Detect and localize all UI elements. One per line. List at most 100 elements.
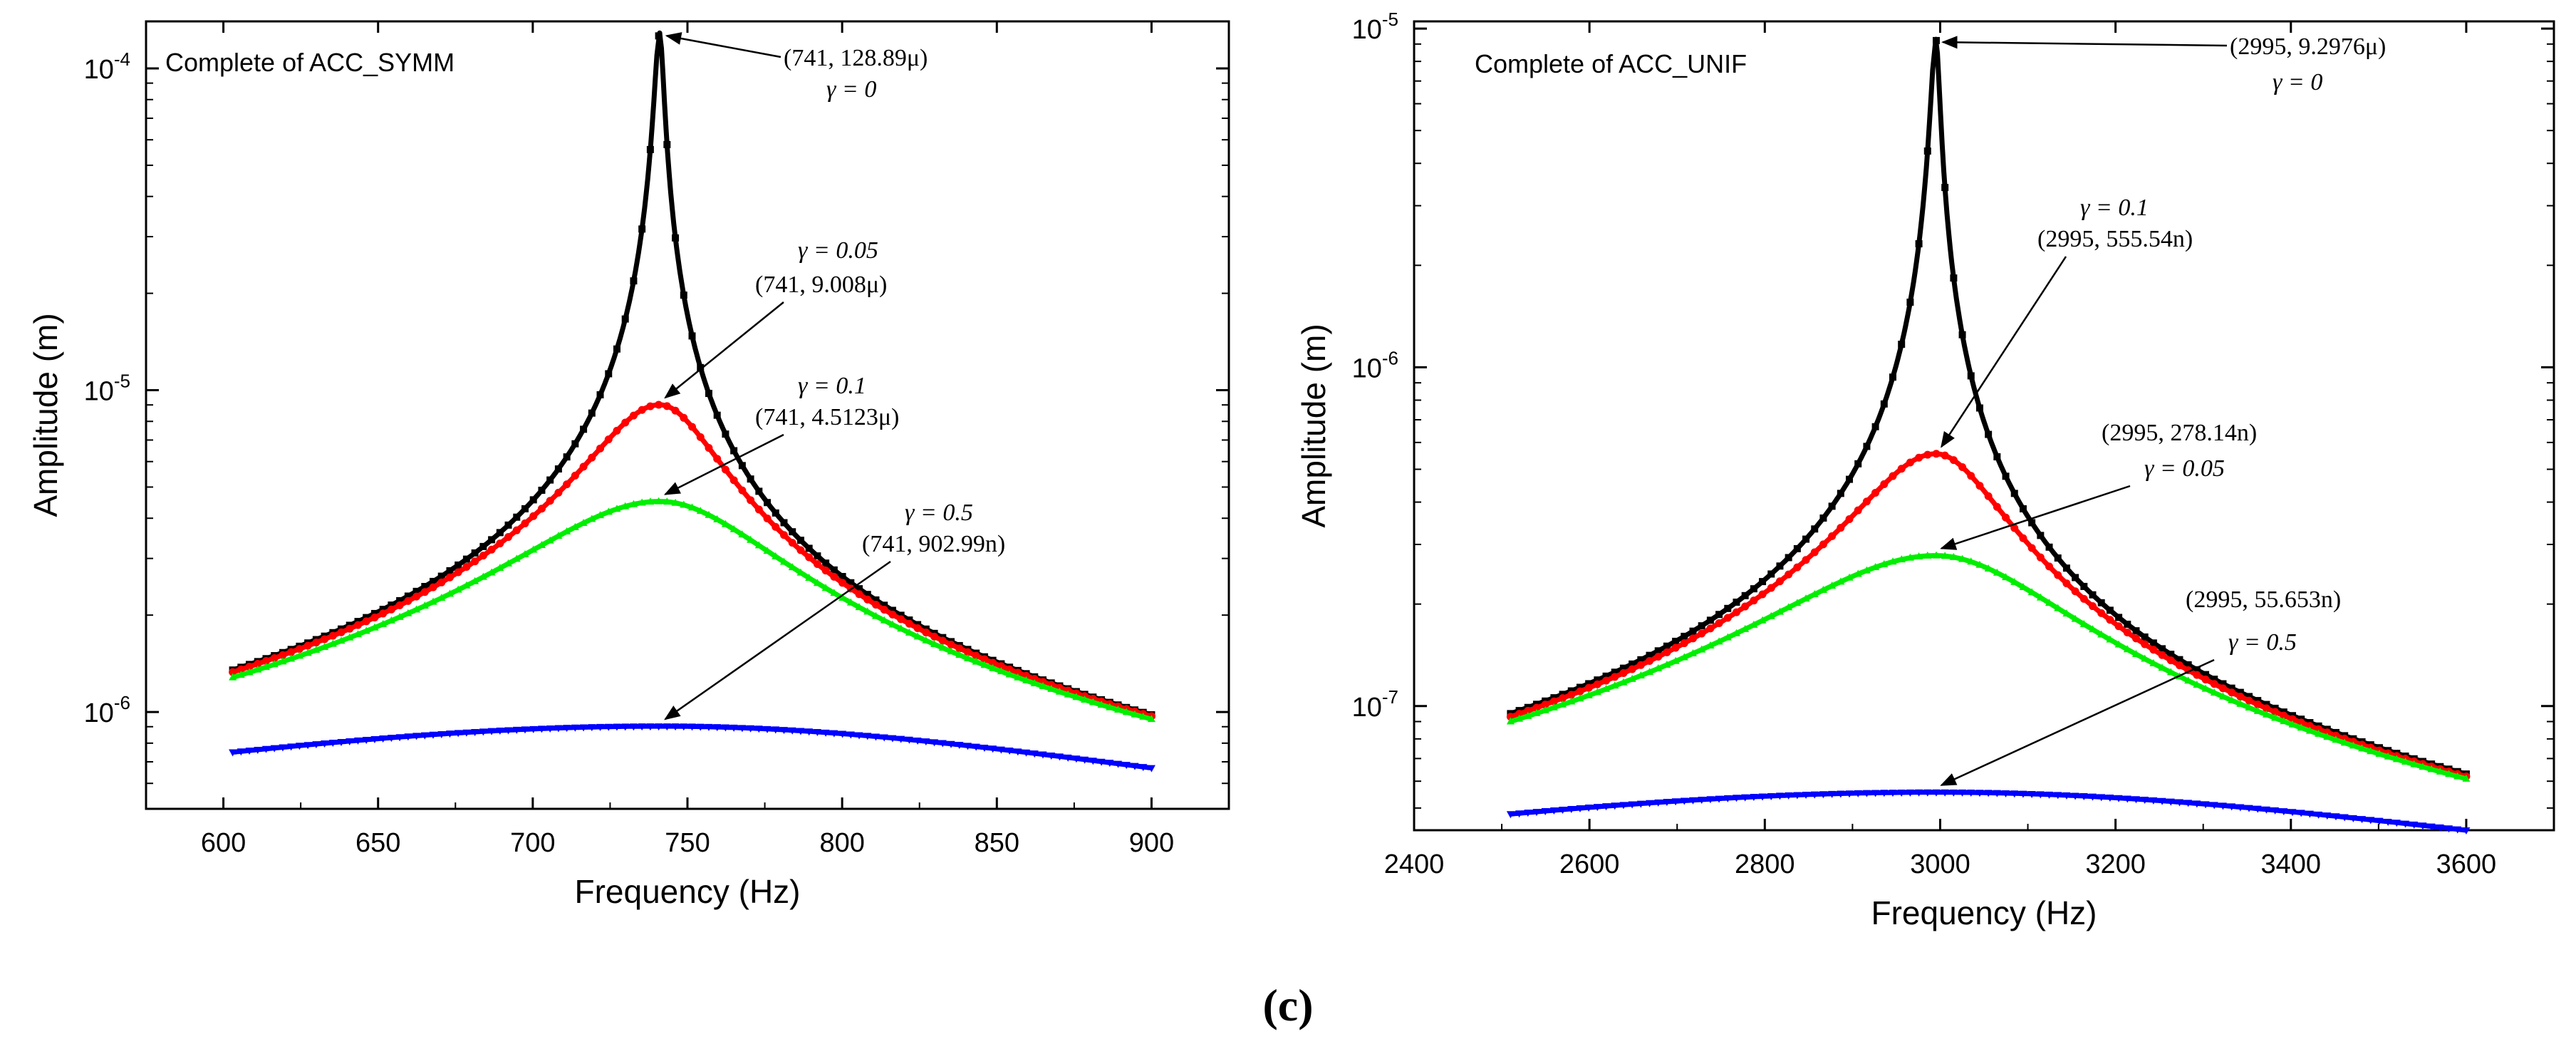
data-point <box>1898 341 1906 348</box>
data-point <box>1047 684 1056 692</box>
data-point <box>980 655 989 663</box>
data-point <box>738 530 747 538</box>
data-point <box>2089 602 2097 611</box>
data-point <box>1671 798 1680 806</box>
data-point <box>972 657 980 665</box>
data-point <box>1698 796 1706 804</box>
data-point <box>1654 799 1663 807</box>
annotation: (2995, 555.54n) γ = 0.1 <box>1941 195 2193 448</box>
data-point <box>2036 553 2045 562</box>
data-point <box>646 497 655 505</box>
data-point <box>1915 789 1923 797</box>
data-point <box>2228 688 2236 697</box>
data-point <box>471 577 479 584</box>
data-point <box>2159 645 2166 653</box>
y-tick-label: 10-6 <box>1352 347 1398 383</box>
y-tick-exponent: -6 <box>114 692 130 713</box>
data-point <box>254 660 262 668</box>
data-point <box>229 668 237 676</box>
data-point <box>613 426 621 435</box>
data-point <box>2062 564 2070 572</box>
data-point <box>2027 544 2036 552</box>
data-point <box>1732 608 1740 616</box>
data-point <box>1567 697 1576 705</box>
data-point <box>1072 755 1081 763</box>
data-point <box>2436 824 2444 832</box>
data-point <box>2019 790 2027 798</box>
data-point <box>2045 562 2054 571</box>
data-point <box>504 533 513 542</box>
data-point <box>1698 645 1706 653</box>
data-point <box>963 743 972 750</box>
data-point <box>796 728 805 735</box>
data-point <box>1897 789 1906 797</box>
data-point <box>2228 803 2236 811</box>
data-point <box>1775 792 1784 800</box>
data-point <box>2123 795 2131 803</box>
data-point <box>1688 649 1697 657</box>
data-point <box>2384 818 2392 826</box>
data-point <box>496 539 504 548</box>
peak-point <box>1933 37 1938 42</box>
data-point <box>270 745 279 753</box>
data-point <box>2010 490 2018 497</box>
data-point <box>2288 715 2297 723</box>
data-point <box>1949 789 1958 797</box>
data-point <box>454 585 462 593</box>
data-point <box>262 745 271 753</box>
data-point <box>346 624 354 633</box>
data-point <box>1663 642 1671 650</box>
data-point <box>571 471 579 480</box>
data-point <box>1593 804 1601 812</box>
data-point <box>521 505 529 512</box>
peak-point <box>657 499 662 504</box>
data-point <box>596 391 604 398</box>
data-point <box>2253 805 2262 813</box>
data-point <box>446 567 454 574</box>
data-point <box>237 748 245 756</box>
annotation-gamma: γ = 0.1 <box>798 373 866 399</box>
data-point <box>830 566 838 574</box>
data-point <box>705 443 713 452</box>
annotation-coord: (741, 4.5123μ) <box>755 404 899 430</box>
data-point <box>1663 660 1671 668</box>
data-point <box>1064 690 1072 698</box>
series-0.5 <box>229 723 1155 772</box>
data-point <box>337 628 346 636</box>
data-point <box>1993 568 2001 576</box>
chart-acc-unif: 2400 2600 2800 3000 3200 3400 360010-710-610-5… <box>1295 9 2555 931</box>
data-point <box>1819 540 1827 549</box>
data-point <box>445 589 454 597</box>
data-point <box>1715 619 1723 628</box>
data-point <box>2097 599 2105 606</box>
data-point <box>1593 680 1601 688</box>
annotation-arrow <box>1940 485 2131 550</box>
data-point <box>455 561 462 569</box>
x-tick-label: 900 <box>1129 828 1174 858</box>
data-point <box>1081 695 1089 703</box>
data-point <box>1767 570 1775 578</box>
data-point <box>1906 299 1914 306</box>
data-point <box>838 572 846 580</box>
data-point <box>2218 684 2227 693</box>
data-point <box>1089 698 1097 706</box>
data-point <box>2089 793 2097 801</box>
data-point <box>2175 799 2183 807</box>
data-point <box>596 511 605 519</box>
data-point <box>2089 591 2097 599</box>
data-point <box>2392 820 2401 827</box>
data-point <box>747 496 755 505</box>
data-point <box>2193 671 2201 679</box>
data-point <box>1915 552 1923 559</box>
data-point <box>1549 697 1558 706</box>
data-point <box>2245 696 2253 705</box>
data-point <box>303 641 312 650</box>
annotation-arrow <box>1941 256 2067 448</box>
data-point <box>554 465 562 473</box>
data-point <box>2315 729 2323 737</box>
series-line <box>232 499 1153 722</box>
data-point <box>2027 588 2036 596</box>
figure-label: (c) <box>1262 980 1313 1030</box>
data-point <box>429 731 437 739</box>
data-point <box>972 651 980 660</box>
